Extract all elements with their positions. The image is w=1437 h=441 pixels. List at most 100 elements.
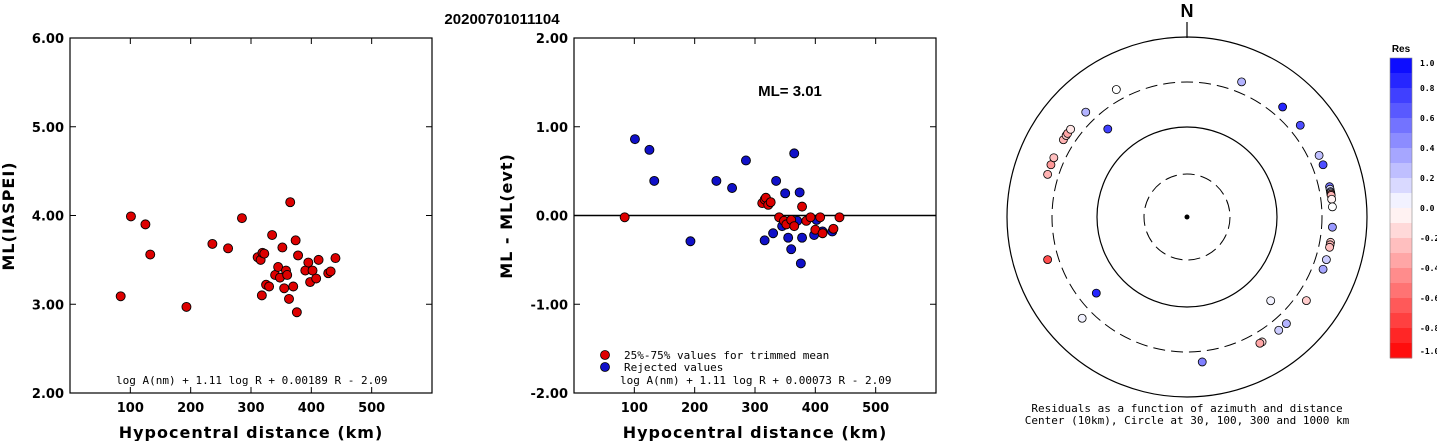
data-point [236,213,247,224]
residual-point [1327,194,1337,204]
y-tick-label: 5.00 [32,121,64,136]
residual-point [1103,124,1113,134]
data-point [284,293,294,304]
residual-point [1325,242,1334,252]
trimmed-point [619,212,630,223]
data-point [223,243,234,254]
y-tick-label: 2.00 [32,387,64,402]
polar-caption-line1: Residuals as a function of azimuth and d… [1031,402,1342,415]
residual-point [1327,202,1337,212]
x-tick-label: 300 [237,401,264,416]
data-point [325,266,336,277]
data-point [259,248,270,259]
rejected-point [771,175,782,186]
center-epicenter [1184,214,1190,220]
data-point [313,254,324,265]
rejected-point [786,244,797,255]
panel2-xlabel: Hypocentral distance (km) [623,423,888,441]
data-point [291,307,302,318]
residual-point [1043,255,1053,265]
data-point [282,270,293,280]
rejected-point [789,148,800,159]
data-point [207,238,218,249]
residual-point [1318,160,1328,170]
legend-marker-trimmed [600,350,610,360]
data-point [277,242,288,253]
y-tick-label: 4.00 [32,210,64,225]
colorbar-cell [1390,133,1412,149]
x-tick-label: 200 [177,401,204,416]
colorbar-cell [1390,268,1412,284]
colorbar-cell [1390,223,1412,239]
colorbar-cell [1390,343,1412,359]
residual-point [1327,222,1337,232]
data-point [307,265,318,276]
trimmed-point [797,201,808,212]
data-point [140,219,151,230]
x-tick-label: 400 [298,401,325,416]
colorbar-tick-label: 1.0 [1420,59,1435,68]
colorbar-tick-label: -0.2 [1420,234,1437,243]
panel2-formula: log A(nm) + 1.11 log R + 0.00073 R - 2.0… [620,374,892,387]
colorbar-cell [1390,73,1412,89]
y-tick-label: -1.00 [531,298,568,313]
data-point [279,283,290,294]
panel-residual-vs-distance: 100 200 300 400 500 -2.00 -1.00 0.00 1.00 2.00 ML… [497,32,937,441]
y-tick-label: 3.00 [32,298,64,313]
colorbar-tick-label: -0.8 [1420,324,1437,333]
residual-point [1255,338,1265,348]
colorbar-tick-label: 0.6 [1420,114,1435,123]
data-point [264,281,275,292]
ring-1000km [1006,36,1368,398]
x-tick-label: 400 [802,401,829,416]
rejected-point [685,236,696,247]
trimmed-point [789,221,800,232]
data-point [285,197,296,208]
residual-point [1278,102,1288,112]
rejected-point [797,232,808,243]
residual-point [1266,296,1276,306]
colorbar-tick-label: 0.0 [1420,204,1435,213]
ml-value-label: ML= 3.01 [758,83,822,100]
data-point [303,257,314,268]
data-point [115,291,126,302]
y-tick-label: 0.00 [536,210,568,225]
colorbar-cell [1390,253,1412,269]
colorbar-cell [1390,238,1412,254]
colorbar-tick-label: 0.8 [1420,84,1435,93]
trimmed-point [834,212,845,223]
data-point [311,273,322,284]
residual-point [1314,151,1324,160]
rejected-point [711,175,722,186]
colorbar-cell [1390,298,1412,314]
x-tick-label: 300 [741,401,768,416]
rejected-point [629,134,640,145]
x-tick-label: 200 [681,401,708,416]
data-point [288,281,299,292]
colorbar-cell [1390,118,1412,134]
rejected-point [649,175,660,186]
panel-azimuth-residuals: N Residuals as a function of azimuth and… [1006,1,1368,427]
data-point [256,290,267,301]
y-tick-label: 6.00 [32,32,64,47]
residual-point [1301,296,1311,306]
residual-point [1043,169,1053,179]
rejected-point [794,187,805,198]
data-point [145,249,156,260]
ring-300km [1051,81,1323,353]
residual-point [1081,107,1091,117]
data-point [290,235,301,246]
trimmed-point [828,223,839,234]
trimmed-point [817,228,828,239]
x-tick-label: 500 [862,401,889,416]
north-label: N [1181,1,1194,21]
panel1-xlabel: Hypocentral distance (km) [119,423,384,441]
colorbar-cell [1390,313,1412,329]
colorbar-cell [1390,208,1412,224]
colorbar-frame [1389,57,1413,359]
polar-caption-line2: Center (10km), Circle at 30, 100, 300 an… [1025,414,1350,427]
trimmed-point [815,212,826,223]
residual-point [1111,85,1121,94]
data-point [267,230,278,240]
